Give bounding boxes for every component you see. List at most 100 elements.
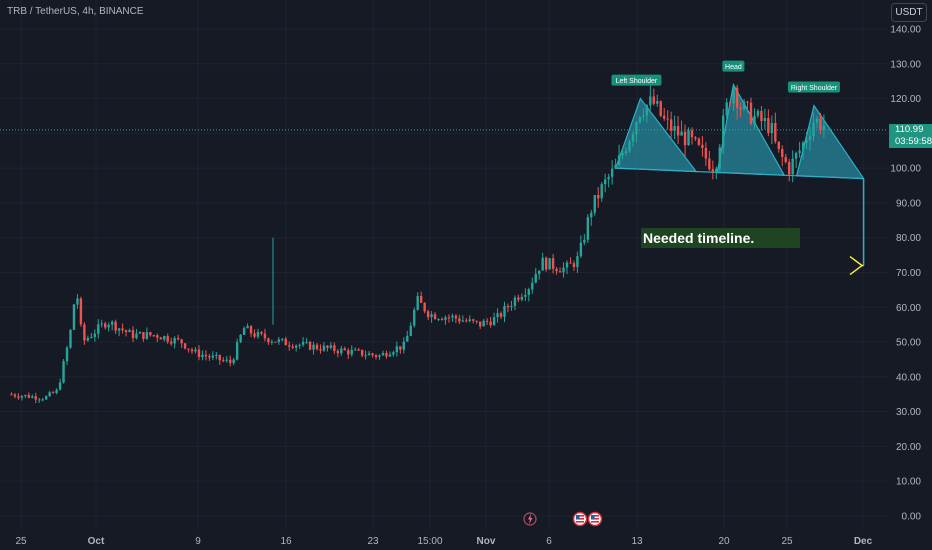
candle-body [808, 136, 812, 141]
candle-body [156, 335, 159, 338]
annotation-box[interactable] [641, 228, 800, 248]
candle-body [791, 158, 794, 175]
candle-body [687, 130, 690, 146]
candle-body [482, 320, 485, 327]
candle-body [722, 115, 725, 148]
candle-body [666, 118, 669, 120]
x-tick-label: 25 [15, 536, 27, 547]
candle-body [461, 320, 465, 322]
candle-body [718, 147, 721, 169]
candle-body [114, 321, 117, 331]
candle-body [371, 353, 374, 356]
candle-body [600, 184, 603, 199]
candle-body [423, 302, 426, 312]
candle-body [815, 118, 819, 123]
candle-body [374, 355, 378, 357]
candle-body [784, 156, 787, 163]
candle-body [204, 354, 208, 357]
candle-body [24, 394, 27, 397]
candle-body [180, 339, 183, 344]
candle-body [142, 332, 145, 339]
candle-body [93, 333, 96, 337]
candle-body [822, 125, 826, 130]
candle-body [513, 297, 517, 306]
us-flag-icon[interactable] [587, 511, 603, 527]
candle-body [364, 355, 367, 357]
candle-body [350, 349, 353, 355]
candle-body [558, 271, 562, 273]
candle-body [472, 319, 475, 321]
candle-body [246, 326, 249, 329]
y-tick-label: 100.00 [890, 164, 921, 175]
candle-body [301, 341, 305, 345]
candle-body [222, 360, 225, 362]
candle-body [329, 345, 333, 348]
candle-body [579, 242, 583, 257]
symbol-title[interactable]: TRB / TetherUS, 4h, BINANCE [7, 6, 144, 17]
candle-body [437, 319, 440, 321]
candle-body [263, 333, 267, 339]
candle-body [541, 257, 544, 271]
currency-button[interactable]: USDT [891, 3, 927, 22]
candle-body [499, 313, 503, 317]
candle-body [812, 122, 815, 137]
candle-body [58, 382, 62, 390]
candle-body [419, 296, 423, 303]
candle-body [218, 354, 221, 361]
x-tick-label: 23 [367, 536, 379, 547]
lightning-icon[interactable] [523, 512, 537, 526]
y-tick-label: 20.00 [896, 442, 921, 453]
candle-body [138, 332, 142, 334]
candle-body [548, 258, 551, 270]
candle-body [288, 345, 291, 347]
candle-body [728, 102, 732, 104]
candle-body [90, 336, 93, 338]
candle-body [260, 331, 263, 334]
candle-body [492, 317, 496, 326]
candle-body [69, 329, 72, 348]
candle-body [742, 101, 746, 110]
pattern-labels: Left Shoulder Head Right Shoulder [611, 60, 840, 93]
candle-body [777, 141, 780, 149]
candle-body [117, 328, 121, 331]
candle-body [645, 105, 649, 116]
candle-body [44, 396, 48, 400]
y-tick-label: 60.00 [896, 303, 921, 314]
right-shoulder-label: Right Shoulder [791, 85, 838, 92]
candle-body [413, 309, 416, 326]
y-tick-label: 30.00 [896, 407, 921, 418]
candle-body [322, 345, 326, 351]
flag-stripe [591, 515, 599, 517]
candle-body [48, 392, 51, 397]
candle-body [794, 153, 798, 159]
candle-body [503, 306, 506, 317]
candle-body [586, 217, 590, 240]
candle-body [506, 306, 510, 308]
us-flag-icon[interactable] [572, 511, 588, 527]
candle-body [215, 354, 218, 356]
candle-body [235, 342, 239, 360]
candle-body [468, 319, 471, 322]
candle-body [298, 344, 301, 346]
candle-body [583, 239, 586, 243]
candle-body [340, 348, 343, 354]
candle-body [121, 328, 124, 331]
candle-body [649, 96, 652, 106]
candle-body [565, 262, 569, 268]
x-tick-label: 13 [631, 536, 643, 547]
candle-body [163, 336, 166, 340]
candle-body [708, 158, 711, 170]
candle-body [631, 134, 635, 142]
candle-body [781, 148, 784, 157]
candle-body [465, 320, 468, 322]
candle-body [249, 326, 253, 334]
candle-body [336, 350, 340, 354]
candle-body [388, 354, 392, 357]
candle-body [774, 122, 777, 142]
candle-body [253, 333, 256, 337]
candle-body [433, 314, 437, 320]
candle-body [638, 116, 642, 123]
candle-body [267, 338, 270, 343]
candle-body [72, 304, 76, 330]
